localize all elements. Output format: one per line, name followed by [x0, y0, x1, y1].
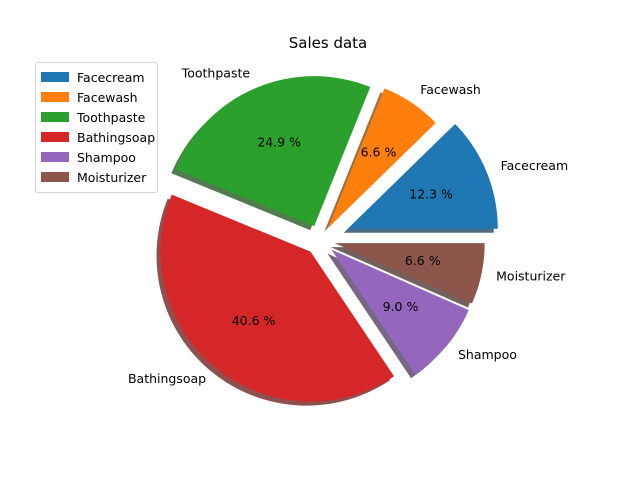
chart-legend: Facecream Facewash Toothpaste Bathingsoap Sh…	[35, 62, 158, 193]
legend-label: Toothpaste	[77, 109, 146, 125]
legend-swatch	[41, 92, 69, 102]
legend-label: Bathingsoap	[77, 129, 156, 145]
legend-swatch	[41, 172, 69, 182]
legend-item-shampoo: Shampoo	[41, 147, 157, 167]
category-label-moisturizer: Moisturizer	[496, 269, 566, 284]
category-label-toothpaste: Toothpaste	[181, 66, 251, 81]
legend-label: Shampoo	[77, 149, 136, 165]
legend-item-toothpaste: Toothpaste	[41, 107, 157, 127]
category-label-facecream: Facecream	[501, 158, 569, 173]
pct-label-moisturizer: 6.6 %	[405, 253, 441, 268]
legend-item-facewash: Facewash	[41, 87, 157, 107]
legend-label: Moisturizer	[77, 169, 147, 185]
legend-swatch	[41, 152, 69, 162]
slice-toothpaste	[175, 76, 371, 227]
legend-swatch	[41, 132, 69, 142]
slice-bathingsoap	[160, 194, 395, 402]
chart-title: Sales data	[288, 34, 368, 52]
pct-label-toothpaste: 24.9 %	[257, 135, 301, 150]
category-label-bathingsoap: Bathingsoap	[128, 371, 206, 386]
slice-labels: 12.3 % Facecream 6.6 % Facewash 24.9 % Toothp…	[128, 66, 568, 386]
legend-swatch	[41, 72, 69, 82]
slice-facewash	[328, 88, 436, 228]
legend-label: Facecream	[77, 69, 145, 85]
legend-swatch	[41, 112, 69, 122]
pct-label-facecream: 12.3 %	[409, 186, 453, 201]
slice-moisturizer	[334, 243, 485, 304]
slice-facecream	[347, 123, 498, 229]
pct-label-shampoo: 9.0 %	[383, 299, 419, 314]
legend-item-bathingsoap: Bathingsoap	[41, 127, 157, 147]
legend-label: Facewash	[77, 89, 138, 105]
slice-shampoo	[331, 249, 469, 375]
pie-slices	[160, 76, 498, 402]
legend-item-moisturizer: Moisturizer	[41, 167, 157, 187]
legend-item-facecream: Facecream	[41, 67, 157, 87]
pct-label-bathingsoap: 40.6 %	[232, 313, 276, 328]
category-label-facewash: Facewash	[420, 82, 481, 97]
pct-label-facewash: 6.6 %	[361, 144, 397, 159]
category-label-shampoo: Shampoo	[458, 347, 517, 362]
